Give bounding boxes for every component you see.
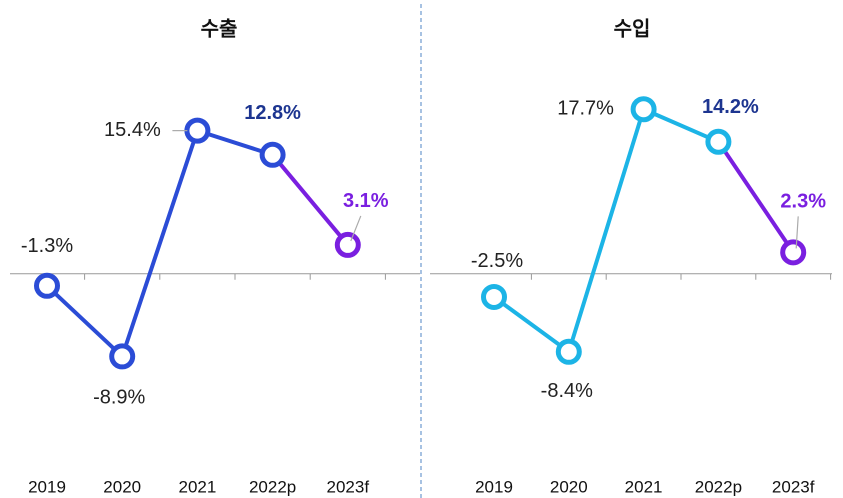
x-tick-label: 2020	[550, 477, 588, 496]
leader-line	[795, 216, 799, 249]
data-point	[630, 96, 657, 123]
line-segment	[566, 107, 646, 354]
line-segment	[45, 283, 125, 359]
data-label: 2.3%	[780, 191, 826, 213]
line-segment	[641, 107, 721, 144]
data-label: 14.2%	[702, 96, 759, 118]
data-point	[705, 128, 732, 155]
line-segment	[270, 152, 350, 247]
x-tick-label: 2021	[625, 477, 663, 496]
chart-title: 수출	[201, 17, 238, 40]
x-tick-label: 2022p	[249, 477, 296, 496]
data-label: -2.5%	[471, 250, 523, 272]
x-tick-label: 2023f	[327, 477, 370, 496]
x-tick-label: 2021	[178, 477, 216, 496]
x-tick-label: 2022p	[695, 477, 742, 496]
x-tick-label: 2020	[103, 477, 141, 496]
line-segment	[195, 128, 275, 157]
x-tick-label: 2019	[475, 477, 513, 496]
line-segment	[716, 139, 796, 255]
x-tick-label: 2023f	[772, 477, 815, 496]
chart-title: 수입	[614, 17, 651, 40]
data-label: 3.1%	[343, 190, 389, 212]
data-label: 15.4%	[104, 119, 161, 141]
data-label: 12.8%	[244, 102, 301, 124]
data-point	[334, 231, 361, 258]
data-point	[109, 343, 136, 370]
data-label: 17.7%	[557, 98, 614, 120]
data-point	[555, 338, 582, 365]
data-point	[481, 283, 507, 310]
data-point	[259, 141, 286, 168]
x-tick-label: 2019	[28, 477, 66, 496]
line-segment	[120, 128, 200, 359]
data-point	[184, 117, 211, 144]
leader-line	[350, 215, 362, 242]
data-label: -8.4%	[541, 380, 593, 402]
data-label: -8.9%	[93, 387, 145, 409]
data-label: -1.3%	[21, 235, 73, 257]
data-point	[34, 272, 60, 299]
line-segment	[492, 294, 571, 354]
data-point	[780, 239, 807, 266]
